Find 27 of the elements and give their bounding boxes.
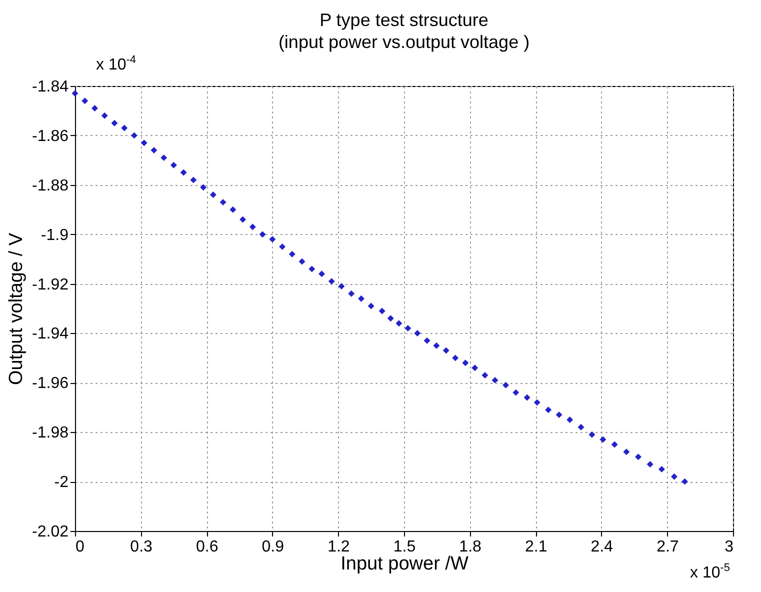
y-tick-label: -1.94 <box>32 326 69 343</box>
x-tick-label: 1.5 <box>393 538 416 556</box>
y-tick-label: -1.96 <box>32 375 69 392</box>
x-tick-label: 0.9 <box>262 538 284 556</box>
y-tick-label: -1.92 <box>32 276 69 294</box>
y-tick-label: -1.98 <box>32 424 69 442</box>
text: x 10$^{-5}$ <box>690 562 730 582</box>
x-tick-label: 2.7 <box>656 538 679 556</box>
y-axis-title: Output voltage / V <box>6 232 28 386</box>
chart-title: P type test strsucture <box>320 10 488 30</box>
y-tick-label: -1.9 <box>40 226 69 244</box>
x-tick-label: 1.2 <box>328 538 350 556</box>
chart-subtitle: (input power vs.output voltage ) <box>278 32 530 52</box>
x-tick-label: 1.8 <box>459 538 482 556</box>
x-tick-label: 2.4 <box>590 538 614 556</box>
y-tick-label: -1.88 <box>32 177 69 194</box>
x-axis-title: Input power /W <box>340 554 468 574</box>
y-tick-label: -1.84 <box>32 78 69 96</box>
x-tick-label: 0.3 <box>130 538 153 556</box>
x-tick-label: 0.6 <box>196 538 218 556</box>
text: x 10$^{-4}$ <box>96 54 136 74</box>
x-tick-label: 0 <box>76 538 84 556</box>
x-tick-label: 2.1 <box>524 538 548 556</box>
y-tick-label: -1.86 <box>32 128 69 145</box>
x-tick-label: 3 <box>724 538 734 556</box>
y-tick-label: -2 <box>54 474 69 492</box>
y-tick-label: -2.02 <box>32 524 69 540</box>
